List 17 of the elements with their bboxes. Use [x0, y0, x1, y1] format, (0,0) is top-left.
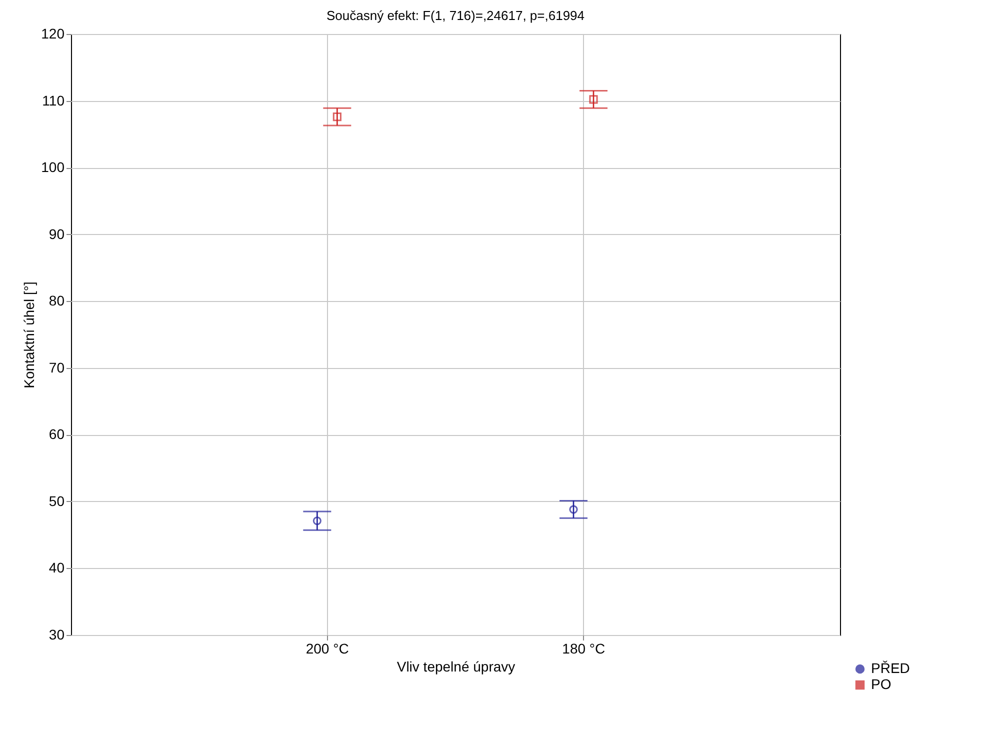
y-tick-label: 90: [48, 226, 65, 242]
y-axis-title: Kontaktní úhel [°]: [21, 282, 38, 388]
chart-title: Současný efekt: F(1, 716)=,24617, p=,61994: [326, 8, 585, 23]
y-tick-label: 110: [42, 92, 65, 108]
y-tick-label: 80: [48, 292, 65, 309]
y-tick-label: 50: [48, 492, 65, 509]
y-tick-label: 40: [48, 560, 65, 576]
y-tick-label: 60: [48, 426, 65, 442]
legend-label: PO: [871, 676, 892, 692]
y-tick-label: 100: [41, 159, 65, 176]
legend-label: PŘED: [871, 660, 910, 676]
y-tick-label: 30: [48, 626, 65, 642]
y-tick-label: 120: [41, 26, 65, 42]
x-tick-label: 180 °C: [562, 640, 606, 656]
x-tick-label: 200 °C: [306, 640, 349, 656]
y-tick-label: 70: [48, 359, 65, 376]
x-axis-title: Vliv tepelné úpravy: [396, 658, 516, 674]
